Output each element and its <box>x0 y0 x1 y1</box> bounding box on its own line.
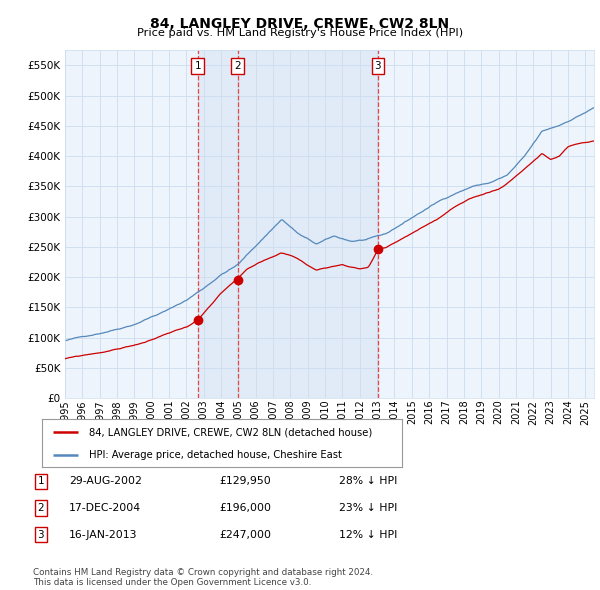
Text: £129,950: £129,950 <box>219 477 271 486</box>
Bar <box>198 50 238 398</box>
Text: 17-DEC-2004: 17-DEC-2004 <box>69 503 141 513</box>
Text: HPI: Average price, detached house, Cheshire East: HPI: Average price, detached house, Ches… <box>89 450 341 460</box>
Bar <box>238 50 378 398</box>
Text: 29-AUG-2002: 29-AUG-2002 <box>69 477 142 486</box>
Text: Contains HM Land Registry data © Crown copyright and database right 2024.
This d: Contains HM Land Registry data © Crown c… <box>33 568 373 587</box>
Text: Price paid vs. HM Land Registry's House Price Index (HPI): Price paid vs. HM Land Registry's House … <box>137 28 463 38</box>
Text: 2: 2 <box>37 503 44 513</box>
Text: £196,000: £196,000 <box>219 503 271 513</box>
Text: 12% ↓ HPI: 12% ↓ HPI <box>339 530 397 539</box>
Text: 16-JAN-2013: 16-JAN-2013 <box>69 530 137 539</box>
Text: 28% ↓ HPI: 28% ↓ HPI <box>339 477 397 486</box>
Text: 1: 1 <box>194 61 201 71</box>
Text: 2: 2 <box>235 61 241 71</box>
Text: £247,000: £247,000 <box>219 530 271 539</box>
Text: 84, LANGLEY DRIVE, CREWE, CW2 8LN (detached house): 84, LANGLEY DRIVE, CREWE, CW2 8LN (detac… <box>89 427 372 437</box>
Text: 3: 3 <box>374 61 381 71</box>
Text: 84, LANGLEY DRIVE, CREWE, CW2 8LN: 84, LANGLEY DRIVE, CREWE, CW2 8LN <box>151 17 449 31</box>
Text: 23% ↓ HPI: 23% ↓ HPI <box>339 503 397 513</box>
Text: 1: 1 <box>37 477 44 486</box>
Text: 3: 3 <box>37 530 44 539</box>
